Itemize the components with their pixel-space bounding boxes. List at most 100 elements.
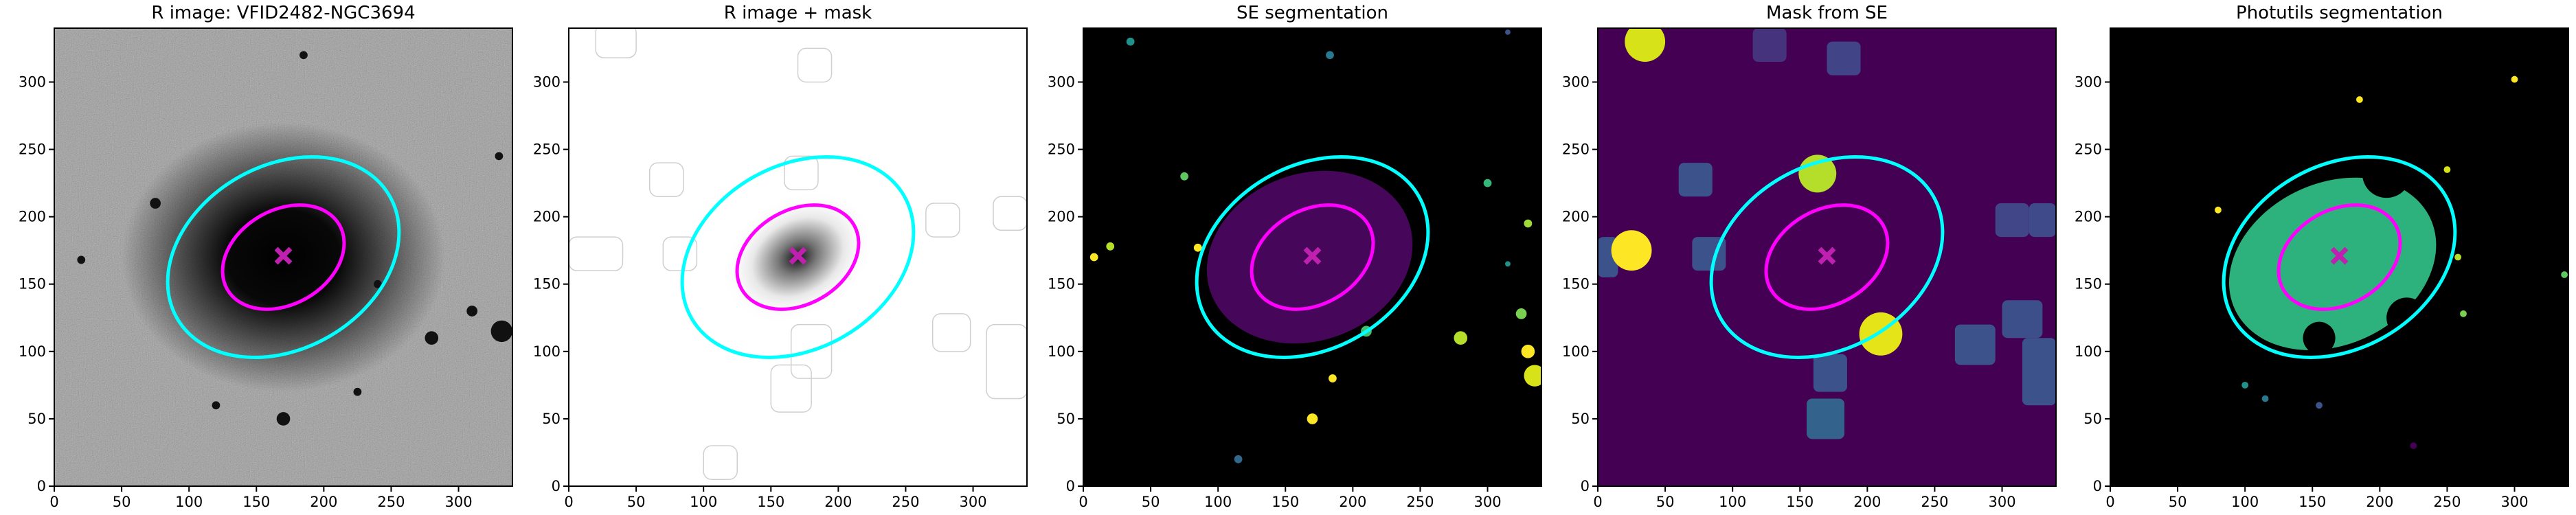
- mask-region: [648, 162, 684, 197]
- x-tick-label: 100: [1204, 494, 1232, 510]
- y-tick-label: 50: [27, 411, 46, 427]
- mask-region: [2022, 338, 2056, 406]
- y-tick-label: 150: [2075, 276, 2102, 293]
- x-tick-label: 200: [824, 494, 852, 510]
- x-tick-label: 50: [1142, 494, 1160, 510]
- y-tick-label: 50: [1057, 411, 1075, 427]
- mask-region: [662, 236, 698, 271]
- axes-frame: [1597, 27, 2057, 487]
- x-tick-label: 250: [1921, 494, 1948, 510]
- x-tick-label: 200: [310, 494, 337, 510]
- mask-region: [1813, 354, 1847, 392]
- star: [300, 51, 308, 60]
- y-tick-label: 100: [2075, 343, 2102, 360]
- fit-ellipse: [2222, 155, 2457, 359]
- y-tick-label: 300: [19, 73, 46, 90]
- image: [1083, 28, 1541, 486]
- x-tick-label: 200: [1853, 494, 1881, 510]
- x-tick-label: 250: [892, 494, 919, 510]
- x-tick-label: 100: [175, 494, 203, 510]
- axes-frame: [1083, 27, 1542, 487]
- y-tick-label: 50: [2083, 411, 2102, 427]
- x-tick-label: 250: [1406, 494, 1434, 510]
- mask-region: [770, 364, 812, 413]
- mask-source: [1625, 28, 1666, 62]
- x-tick-label: 250: [2433, 494, 2461, 510]
- center-marker: [2330, 247, 2349, 265]
- x-tick-label: 150: [1272, 494, 1299, 510]
- segment-gap: [2303, 321, 2336, 354]
- mask-region: [1827, 41, 1861, 76]
- x-tick-label: 50: [2169, 494, 2187, 510]
- y-tick-label: 100: [19, 343, 46, 360]
- segment: [1126, 37, 1135, 46]
- x-tick-label: 150: [757, 494, 784, 510]
- fit-ellipse: [1709, 155, 1945, 359]
- panel: R image + mask 0 50 100 150 200 250 300 0 50 100 15…: [533, 3, 1028, 510]
- fit-ellipse: [166, 155, 401, 359]
- star: [77, 255, 86, 264]
- segment: [2241, 381, 2249, 389]
- y-tick-label: 250: [1048, 141, 1075, 158]
- mask-region: [595, 28, 637, 58]
- segment: [2460, 310, 2467, 317]
- star: [466, 306, 477, 317]
- segment: [2410, 442, 2417, 450]
- y-tick-label: 200: [533, 209, 561, 225]
- x-tick-label: 50: [113, 494, 131, 510]
- mask-region: [931, 313, 971, 352]
- segment: [1193, 243, 1202, 252]
- segment: [1524, 365, 1541, 387]
- y-tick-label: 0: [552, 478, 561, 494]
- segment: [1326, 51, 1334, 60]
- segment: [1521, 345, 1535, 358]
- segment: [2316, 402, 2323, 409]
- x-tick-label: 0: [1078, 494, 1087, 510]
- x-tick-label: 50: [1656, 494, 1675, 510]
- mask-region: [703, 445, 738, 480]
- segment: [1454, 331, 1468, 345]
- image: [1598, 28, 2056, 486]
- axes-frame: [568, 27, 1028, 487]
- panel-title: Mask from SE: [1766, 3, 1888, 23]
- center-marker: [1818, 247, 1836, 265]
- star: [373, 279, 382, 288]
- mask-region: [1995, 203, 2029, 238]
- mask-region: [993, 196, 1027, 231]
- y-tick-label: 300: [1562, 73, 1590, 90]
- segment: [2215, 206, 2222, 214]
- y-tick-label: 0: [2093, 478, 2102, 494]
- mask-region: [986, 323, 1027, 400]
- axes-frame: [2110, 27, 2569, 487]
- fit-ellipse: [2276, 203, 2402, 311]
- y-tick-label: 250: [2075, 141, 2102, 158]
- segment: [1524, 219, 1533, 228]
- center-marker: [274, 247, 293, 265]
- center-marker: [789, 247, 807, 265]
- segment: [1180, 172, 1189, 181]
- segment: [2261, 395, 2269, 402]
- fit-ellipse: [1764, 203, 1890, 311]
- x-tick-label: 300: [1473, 494, 1501, 510]
- y-tick-label: 200: [1562, 209, 1590, 225]
- mask-region: [569, 236, 624, 271]
- panel: R image: VFID2482-NGC3694 0 50 100 150 200 250…: [19, 3, 513, 510]
- axes-frame: [54, 27, 513, 487]
- star: [490, 320, 512, 343]
- panel: Photutils segmentation 0 50 100 150 200 250 300…: [2075, 3, 2569, 510]
- x-tick-label: 100: [690, 494, 717, 510]
- x-tick-label: 200: [1339, 494, 1366, 510]
- y-tick-label: 250: [533, 141, 561, 158]
- fit-ellipse: [221, 203, 346, 311]
- x-tick-label: 250: [377, 494, 405, 510]
- x-tick-label: 100: [2231, 494, 2259, 510]
- segment: [2229, 177, 2437, 350]
- x-tick-label: 0: [49, 494, 58, 510]
- y-tick-label: 200: [2075, 209, 2102, 225]
- y-tick-label: 250: [1562, 141, 1590, 158]
- segment: [1515, 308, 1527, 319]
- panel-title: R image: VFID2482-NGC3694: [151, 3, 415, 23]
- mask-region: [1807, 398, 1845, 439]
- x-tick-label: 0: [564, 494, 573, 510]
- image: [54, 28, 512, 486]
